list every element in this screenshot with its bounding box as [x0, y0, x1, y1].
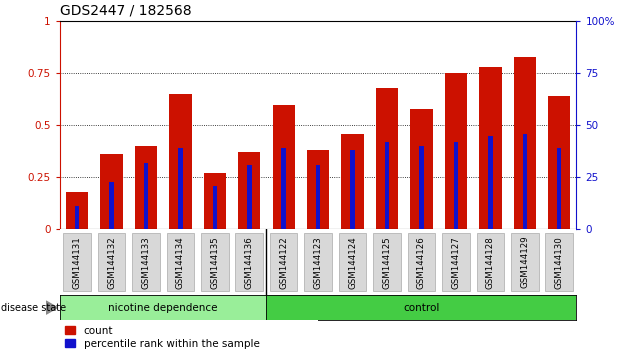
Bar: [316, 165, 321, 229]
Bar: [557, 148, 561, 229]
FancyBboxPatch shape: [339, 233, 367, 291]
Polygon shape: [46, 301, 57, 314]
Bar: [169, 94, 192, 229]
Bar: [203, 173, 226, 229]
Text: GSM144133: GSM144133: [142, 236, 151, 289]
Text: GSM144134: GSM144134: [176, 236, 185, 289]
Bar: [385, 142, 389, 229]
Bar: [135, 146, 157, 229]
Bar: [273, 104, 295, 229]
Bar: [282, 148, 286, 229]
Text: GSM144127: GSM144127: [452, 236, 461, 289]
FancyBboxPatch shape: [476, 233, 504, 291]
Bar: [445, 73, 467, 229]
Bar: [178, 148, 183, 229]
FancyBboxPatch shape: [270, 233, 297, 291]
Text: GSM144126: GSM144126: [417, 236, 426, 289]
Bar: [307, 150, 329, 229]
Text: GSM144123: GSM144123: [314, 236, 323, 289]
Bar: [350, 150, 355, 229]
Bar: [479, 67, 501, 229]
Text: GDS2447 / 182568: GDS2447 / 182568: [60, 4, 192, 18]
Bar: [66, 192, 88, 229]
FancyBboxPatch shape: [98, 233, 125, 291]
Bar: [238, 152, 260, 229]
FancyBboxPatch shape: [201, 233, 229, 291]
Text: GSM144124: GSM144124: [348, 236, 357, 289]
Bar: [513, 57, 536, 229]
FancyBboxPatch shape: [442, 233, 470, 291]
FancyBboxPatch shape: [546, 233, 573, 291]
FancyBboxPatch shape: [511, 233, 539, 291]
Text: GSM144132: GSM144132: [107, 236, 116, 289]
Bar: [109, 182, 114, 229]
Bar: [419, 146, 424, 229]
Text: GSM144136: GSM144136: [245, 236, 254, 289]
Text: control: control: [403, 303, 440, 313]
Bar: [247, 165, 251, 229]
Bar: [488, 136, 493, 229]
Bar: [75, 206, 79, 229]
Bar: [410, 109, 433, 229]
Bar: [548, 96, 570, 229]
Bar: [522, 134, 527, 229]
Text: GSM144135: GSM144135: [210, 236, 219, 289]
Bar: [100, 154, 123, 229]
FancyBboxPatch shape: [373, 233, 401, 291]
Bar: [212, 186, 217, 229]
Text: disease state: disease state: [1, 303, 66, 313]
FancyBboxPatch shape: [236, 233, 263, 291]
FancyBboxPatch shape: [304, 233, 332, 291]
FancyBboxPatch shape: [408, 233, 435, 291]
Text: GSM144131: GSM144131: [72, 236, 81, 289]
Text: nicotine dependence: nicotine dependence: [108, 303, 218, 313]
Text: GSM144125: GSM144125: [382, 236, 391, 289]
Legend: count, percentile rank within the sample: count, percentile rank within the sample: [65, 326, 260, 349]
Bar: [454, 142, 458, 229]
Text: GSM144128: GSM144128: [486, 236, 495, 289]
Text: GSM144122: GSM144122: [279, 236, 288, 289]
FancyBboxPatch shape: [63, 233, 91, 291]
FancyBboxPatch shape: [166, 233, 194, 291]
FancyBboxPatch shape: [132, 233, 160, 291]
Bar: [144, 163, 148, 229]
Text: GSM144130: GSM144130: [555, 236, 564, 289]
Bar: [341, 134, 364, 229]
Bar: [376, 88, 398, 229]
Text: GSM144129: GSM144129: [520, 236, 529, 289]
